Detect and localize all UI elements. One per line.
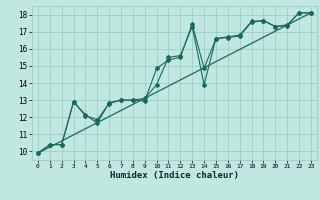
- X-axis label: Humidex (Indice chaleur): Humidex (Indice chaleur): [110, 171, 239, 180]
